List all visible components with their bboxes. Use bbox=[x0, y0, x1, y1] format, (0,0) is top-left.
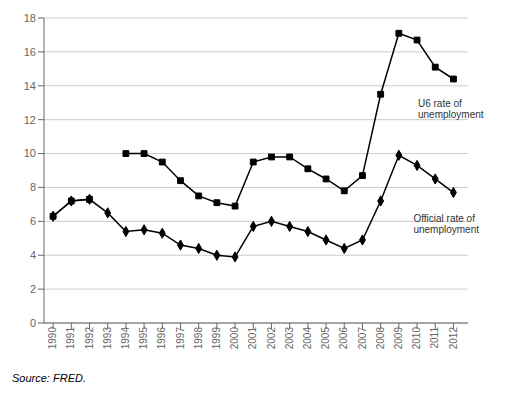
svg-text:2009: 2009 bbox=[393, 327, 404, 350]
svg-text:18: 18 bbox=[24, 12, 36, 24]
svg-text:1997: 1997 bbox=[175, 327, 186, 350]
svg-text:Official rate ofunemployment: Official rate ofunemployment bbox=[413, 213, 479, 236]
svg-text:2012: 2012 bbox=[448, 327, 459, 350]
svg-text:U6 rate ofunemployment: U6 rate ofunemployment bbox=[418, 98, 484, 121]
svg-text:2007: 2007 bbox=[357, 327, 368, 350]
svg-text:2: 2 bbox=[30, 283, 36, 295]
svg-text:1995: 1995 bbox=[138, 327, 149, 350]
svg-text:1990: 1990 bbox=[47, 327, 58, 350]
svg-text:8: 8 bbox=[30, 181, 36, 193]
svg-text:0: 0 bbox=[30, 317, 36, 329]
svg-text:16: 16 bbox=[24, 46, 36, 58]
svg-text:12: 12 bbox=[24, 114, 36, 126]
svg-text:1999: 1999 bbox=[211, 327, 222, 350]
svg-text:2006: 2006 bbox=[338, 327, 349, 350]
svg-text:2002: 2002 bbox=[266, 327, 277, 350]
svg-text:2000: 2000 bbox=[229, 327, 240, 350]
svg-text:1993: 1993 bbox=[102, 327, 113, 350]
svg-text:1992: 1992 bbox=[84, 327, 95, 350]
svg-text:1998: 1998 bbox=[193, 327, 204, 350]
svg-text:2011: 2011 bbox=[429, 327, 440, 349]
svg-text:1994: 1994 bbox=[120, 327, 131, 350]
svg-text:2005: 2005 bbox=[320, 327, 331, 350]
svg-text:2004: 2004 bbox=[302, 327, 313, 350]
svg-text:4: 4 bbox=[30, 249, 36, 261]
svg-text:14: 14 bbox=[24, 80, 36, 92]
svg-text:1996: 1996 bbox=[156, 327, 167, 350]
svg-text:2003: 2003 bbox=[284, 327, 295, 350]
svg-text:2001: 2001 bbox=[247, 327, 258, 350]
svg-text:2010: 2010 bbox=[411, 327, 422, 350]
svg-text:10: 10 bbox=[24, 147, 36, 159]
svg-text:1991: 1991 bbox=[65, 327, 76, 350]
svg-text:6: 6 bbox=[30, 215, 36, 227]
svg-text:2008: 2008 bbox=[375, 327, 386, 350]
html-text:Source: FRED.: Source: FRED. bbox=[12, 372, 86, 384]
